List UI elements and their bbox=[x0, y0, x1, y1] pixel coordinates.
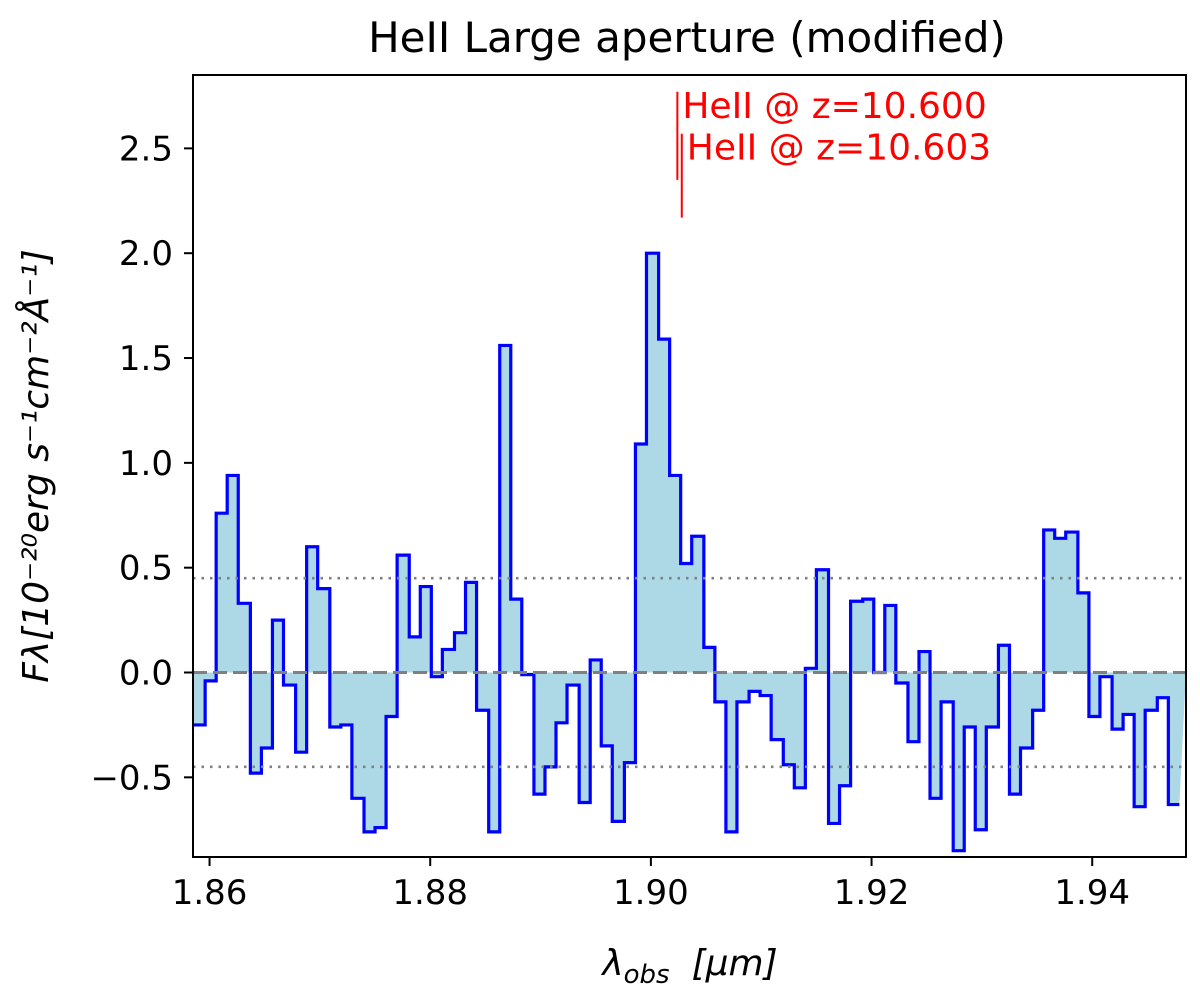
y-axis-label: Fλ[10⁻²⁰erg s⁻¹cm⁻²Å⁻¹] bbox=[14, 249, 57, 683]
reference-lines bbox=[193, 576, 1186, 769]
plot-area bbox=[193, 251, 1186, 853]
y-tick-label: 1.5 bbox=[119, 339, 173, 379]
plot-frame bbox=[192, 74, 1187, 858]
y-tick-label: 1.0 bbox=[119, 444, 173, 484]
chart-title: HeII Large aperture (modified) bbox=[368, 13, 1006, 62]
spectrum-fill bbox=[193, 253, 1186, 851]
x-tick-label: 1.86 bbox=[172, 873, 248, 913]
y-tick-label: 0.5 bbox=[119, 549, 173, 589]
y-tick-label: 2.5 bbox=[119, 129, 173, 169]
y-tick-label: 2.0 bbox=[119, 234, 173, 274]
x-tick-label: 1.90 bbox=[613, 873, 689, 913]
y-tick-label: −0.5 bbox=[90, 758, 173, 798]
annotation-label-1: HeII @ z=10.603 bbox=[687, 128, 991, 169]
annotation-label-0: HeII @ z=10.600 bbox=[682, 86, 986, 127]
x-tick-label: 1.94 bbox=[1054, 873, 1130, 913]
x-axis-ticks: 1.86 1.88 1.90 1.92 1.94 bbox=[172, 857, 1130, 913]
y-axis-ticks: −0.5 0.0 0.5 1.0 1.5 2.0 2.5 bbox=[90, 129, 193, 798]
x-tick-label: 1.92 bbox=[834, 873, 910, 913]
x-axis-label: λobs [μm] bbox=[600, 943, 777, 990]
x-tick-label: 1.88 bbox=[392, 873, 468, 913]
y-tick-label: 0.0 bbox=[119, 654, 173, 694]
spectrum-line bbox=[193, 251, 1180, 853]
